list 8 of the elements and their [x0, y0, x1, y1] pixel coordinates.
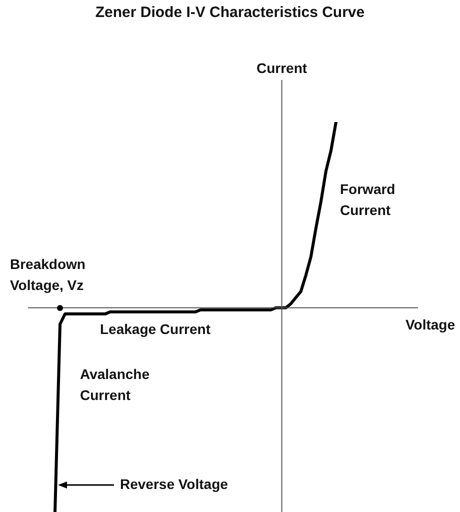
annotation: Breakdown Voltage, Vz [10, 256, 86, 293]
text: Forward Current [340, 180, 396, 218]
annotation: Leakage Current [100, 320, 211, 337]
annotation: Reverse Voltage [120, 476, 228, 492]
annotation: Avalanche Current [80, 366, 150, 403]
chart-title: Zener Diode I-V Characteristics Curve [94, 4, 366, 21]
y-axis-title: Current [256, 60, 308, 76]
x-axis-title: Voltage [405, 316, 456, 333]
